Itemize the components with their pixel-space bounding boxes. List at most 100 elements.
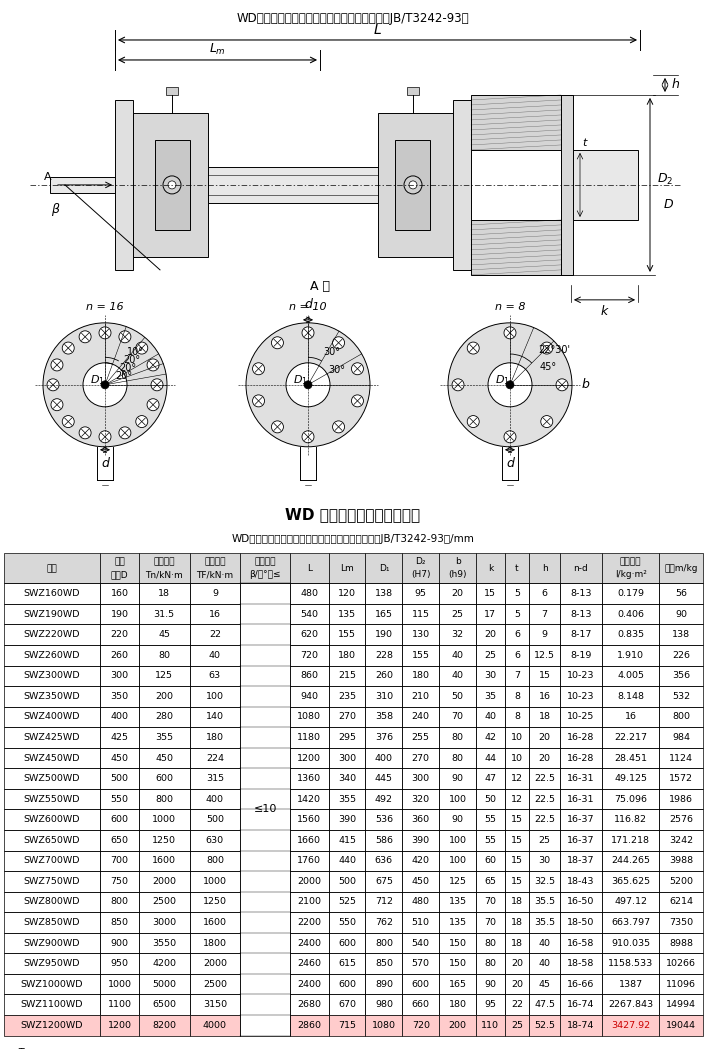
Circle shape: [271, 421, 284, 433]
Text: Lm: Lm: [340, 564, 354, 573]
Bar: [139, 707, 189, 727]
Bar: [530, 748, 560, 768]
Circle shape: [504, 431, 516, 443]
Bar: [530, 892, 560, 913]
Text: 140: 140: [206, 712, 224, 722]
Bar: [560, 707, 602, 727]
Bar: [402, 851, 439, 871]
Text: D₁: D₁: [379, 564, 389, 573]
Bar: [407, 87, 419, 95]
Text: 358: 358: [375, 712, 393, 722]
Bar: [139, 892, 189, 913]
Bar: [476, 933, 505, 954]
Bar: [100, 686, 139, 707]
Text: 95: 95: [484, 1001, 496, 1009]
Text: 1760: 1760: [298, 856, 321, 865]
Text: 8-13: 8-13: [571, 609, 592, 619]
Bar: [329, 973, 366, 994]
Text: 712: 712: [375, 898, 393, 906]
Bar: [189, 645, 240, 665]
Text: 10: 10: [511, 733, 523, 742]
Text: SWZ850WD: SWZ850WD: [23, 918, 80, 927]
Text: 480: 480: [300, 590, 318, 598]
Bar: [560, 871, 602, 892]
Circle shape: [448, 323, 572, 447]
Circle shape: [252, 363, 264, 374]
Text: 42: 42: [484, 733, 496, 742]
Text: 18: 18: [511, 939, 523, 947]
Bar: [139, 583, 189, 604]
Bar: [402, 686, 439, 707]
Bar: [100, 707, 139, 727]
Bar: [4, 624, 100, 645]
Bar: [476, 973, 505, 994]
Bar: [602, 954, 659, 973]
Text: 8-17: 8-17: [571, 630, 592, 639]
Text: 390: 390: [338, 815, 356, 825]
Text: 340: 340: [338, 774, 356, 784]
Bar: [366, 768, 402, 789]
Text: 135: 135: [448, 898, 467, 906]
Text: 532: 532: [672, 692, 691, 701]
Bar: [366, 789, 402, 810]
Bar: [476, 789, 505, 810]
Text: SWZ220WD: SWZ220WD: [23, 630, 80, 639]
Bar: [100, 851, 139, 871]
Bar: [573, 150, 638, 220]
Text: 1158.533: 1158.533: [608, 959, 653, 968]
Bar: [505, 954, 530, 973]
Text: 2400: 2400: [298, 980, 321, 989]
Bar: [366, 913, 402, 933]
Text: 18: 18: [158, 590, 170, 598]
Bar: [4, 973, 100, 994]
Text: 2100: 2100: [298, 898, 321, 906]
Text: 600: 600: [338, 939, 356, 947]
Bar: [560, 583, 602, 604]
Bar: [133, 113, 208, 257]
Bar: [659, 583, 703, 604]
Text: 636: 636: [375, 856, 393, 865]
Bar: [659, 913, 703, 933]
Circle shape: [119, 330, 131, 343]
Bar: [50, 177, 115, 193]
Text: 0.179: 0.179: [617, 590, 644, 598]
Text: Tn/kN·m: Tn/kN·m: [146, 571, 183, 579]
Text: SWZ500WD: SWZ500WD: [23, 774, 80, 784]
Bar: [240, 554, 290, 583]
Bar: [505, 686, 530, 707]
Text: SWZ1200WD: SWZ1200WD: [21, 1021, 83, 1030]
Bar: [290, 554, 329, 583]
Text: 16-37: 16-37: [567, 836, 595, 844]
Text: SWZ950WD: SWZ950WD: [23, 959, 80, 968]
Bar: [4, 645, 100, 665]
Bar: [290, 892, 329, 913]
Text: 49.125: 49.125: [614, 774, 647, 784]
Bar: [329, 665, 366, 686]
Bar: [602, 933, 659, 954]
Text: 8: 8: [514, 692, 520, 701]
Text: 800: 800: [110, 898, 129, 906]
Bar: [530, 768, 560, 789]
Circle shape: [119, 427, 131, 438]
Text: 210: 210: [411, 692, 430, 701]
Text: 910.035: 910.035: [611, 939, 650, 947]
Bar: [329, 810, 366, 830]
Bar: [189, 973, 240, 994]
Text: 12: 12: [511, 774, 523, 784]
Ellipse shape: [163, 176, 181, 194]
Text: 16-58: 16-58: [567, 939, 595, 947]
Bar: [402, 727, 439, 748]
Text: 860: 860: [300, 671, 318, 681]
Text: 40: 40: [539, 959, 551, 968]
Text: 1080: 1080: [372, 1021, 396, 1030]
Text: 7: 7: [514, 671, 520, 681]
Text: 型号: 型号: [47, 564, 57, 573]
Bar: [189, 748, 240, 768]
Circle shape: [62, 415, 74, 428]
Text: 180: 180: [411, 671, 430, 681]
Text: 55: 55: [484, 836, 496, 844]
Text: 16-31: 16-31: [567, 795, 595, 804]
Bar: [290, 583, 329, 604]
Text: 700: 700: [110, 856, 129, 865]
Text: 536: 536: [375, 815, 393, 825]
